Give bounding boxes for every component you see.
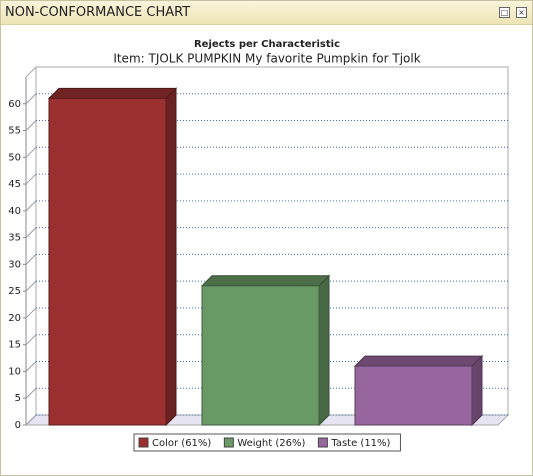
legend-label: Weight (26%) <box>237 438 305 449</box>
y-tick-label: 15 <box>8 340 21 351</box>
legend-swatch <box>317 437 328 448</box>
y-tick-depth <box>25 200 37 212</box>
chart-subtitle: Item: TJOLK PUMPKIN My favorite Pumpkin … <box>113 52 420 66</box>
y-tick-depth <box>25 173 37 185</box>
y-tick-depth <box>25 93 37 105</box>
bar <box>201 285 320 426</box>
legend-swatch <box>223 437 234 448</box>
y-tick-label: 40 <box>8 206 21 217</box>
y-tick-depth <box>25 146 37 158</box>
y-tick-depth <box>25 254 37 265</box>
bar-top <box>353 355 484 367</box>
y-tick-depth <box>25 280 37 292</box>
y-tick-depth <box>25 361 37 372</box>
legend-item: Taste (11%) <box>317 437 391 449</box>
chart: Rejects per Characteristic Item: TJOLK P… <box>8 39 510 452</box>
y-tick-label: 0 <box>15 420 21 431</box>
y-tick-depth <box>25 387 37 399</box>
y-tick-label: 30 <box>8 259 21 270</box>
bar-top <box>200 275 331 287</box>
legend-label: Color (61%) <box>152 438 211 449</box>
y-tick-label: 55 <box>8 126 21 137</box>
y-tick-label: 45 <box>8 179 21 190</box>
y-tick-label: 25 <box>8 286 21 297</box>
legend-item: Weight (26%) <box>223 437 305 449</box>
chart-title: Rejects per Characteristic <box>194 39 340 50</box>
y-tick-depth <box>25 334 37 346</box>
y-tick-depth <box>25 227 37 238</box>
window-title: NON-CONFORMANCE CHART <box>5 5 191 20</box>
title-bar: NON-CONFORMANCE CHART □ × <box>1 1 532 25</box>
bar <box>354 365 473 426</box>
y-tick-depth <box>25 120 37 131</box>
close-button[interactable]: × <box>516 7 527 18</box>
legend-label: Taste (11%) <box>330 438 390 449</box>
legend-swatch <box>138 437 149 448</box>
y-tick-label: 35 <box>8 233 21 244</box>
y-tick-depth <box>25 414 37 426</box>
y-tick-label: 50 <box>8 152 21 163</box>
bar-side <box>318 274 330 427</box>
y-tick-label: 10 <box>8 366 21 377</box>
y-tick-label: 60 <box>8 99 21 110</box>
y-axis-depth <box>25 66 37 78</box>
legend-item: Color (61%) <box>138 437 211 449</box>
y-tick-label: 5 <box>15 393 21 404</box>
legend: Color (61%) Weight (26%) Taste (11%) <box>133 433 401 452</box>
y-tick-label: 20 <box>8 313 21 324</box>
y-tick-depth <box>25 307 37 319</box>
legend-box <box>133 433 401 452</box>
bar-side <box>471 354 483 427</box>
bar-side <box>165 87 177 427</box>
maximize-button[interactable]: □ <box>499 7 510 18</box>
bar-top <box>47 87 178 99</box>
bar <box>48 97 167 426</box>
